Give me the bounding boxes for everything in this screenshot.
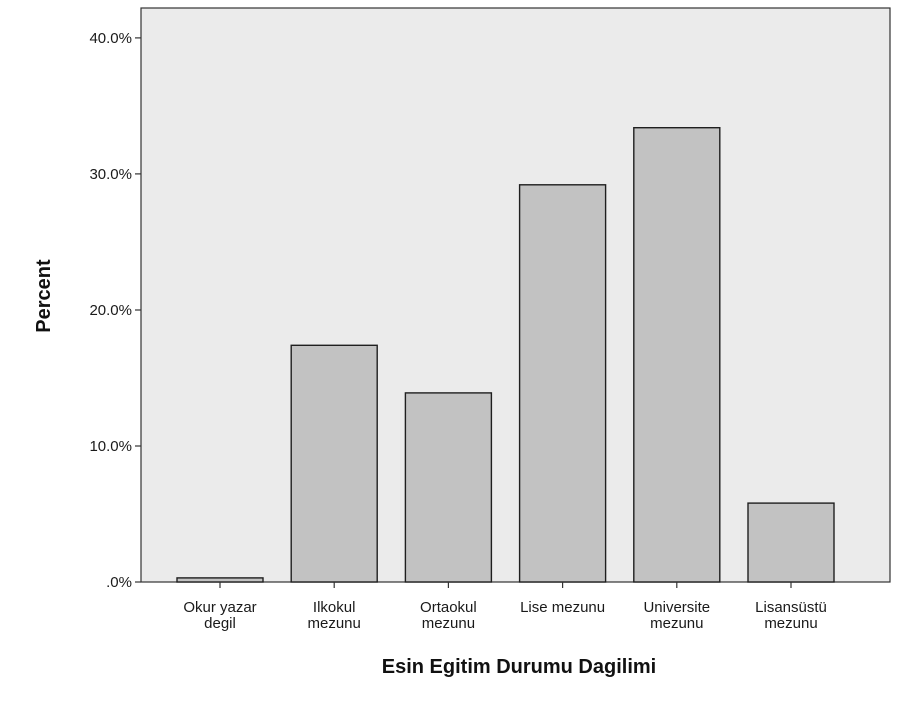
x-tick-label: Lisansüstü mezunu (755, 599, 827, 632)
bars-group (176, 126, 835, 583)
plot-area (140, 7, 891, 583)
x-tick-label: Okur yazar degil (183, 599, 256, 632)
x-axis-title: Esin Egitim Durumu Dagilimi (382, 656, 656, 678)
bar (176, 577, 264, 583)
bar (518, 184, 607, 583)
y-axis: .0% 10.0% 20.0% 30.0% 40.0% (89, 30, 141, 591)
y-tick-label: 30.0% (89, 166, 132, 183)
x-tick-label: Ilkokul mezunu (308, 599, 361, 632)
y-tick-label: 20.0% (89, 302, 132, 319)
y-axis-title: Percent (33, 259, 55, 333)
x-tick-label: Ortaokul mezunu (420, 599, 477, 632)
y-tick-label: .0% (106, 574, 132, 591)
x-tick-label: Lise mezunu (520, 599, 605, 616)
bar (747, 502, 835, 583)
x-axis: Okur yazar degil Ilkokul mezunu Ortaokul mezu… (183, 582, 827, 632)
y-tick-label: 40.0% (89, 30, 132, 47)
bar (633, 126, 721, 583)
x-tick-label: Universite mezunu (643, 599, 710, 632)
bar (290, 344, 378, 583)
bar (404, 392, 493, 583)
y-tick-label: 10.0% (89, 438, 132, 455)
